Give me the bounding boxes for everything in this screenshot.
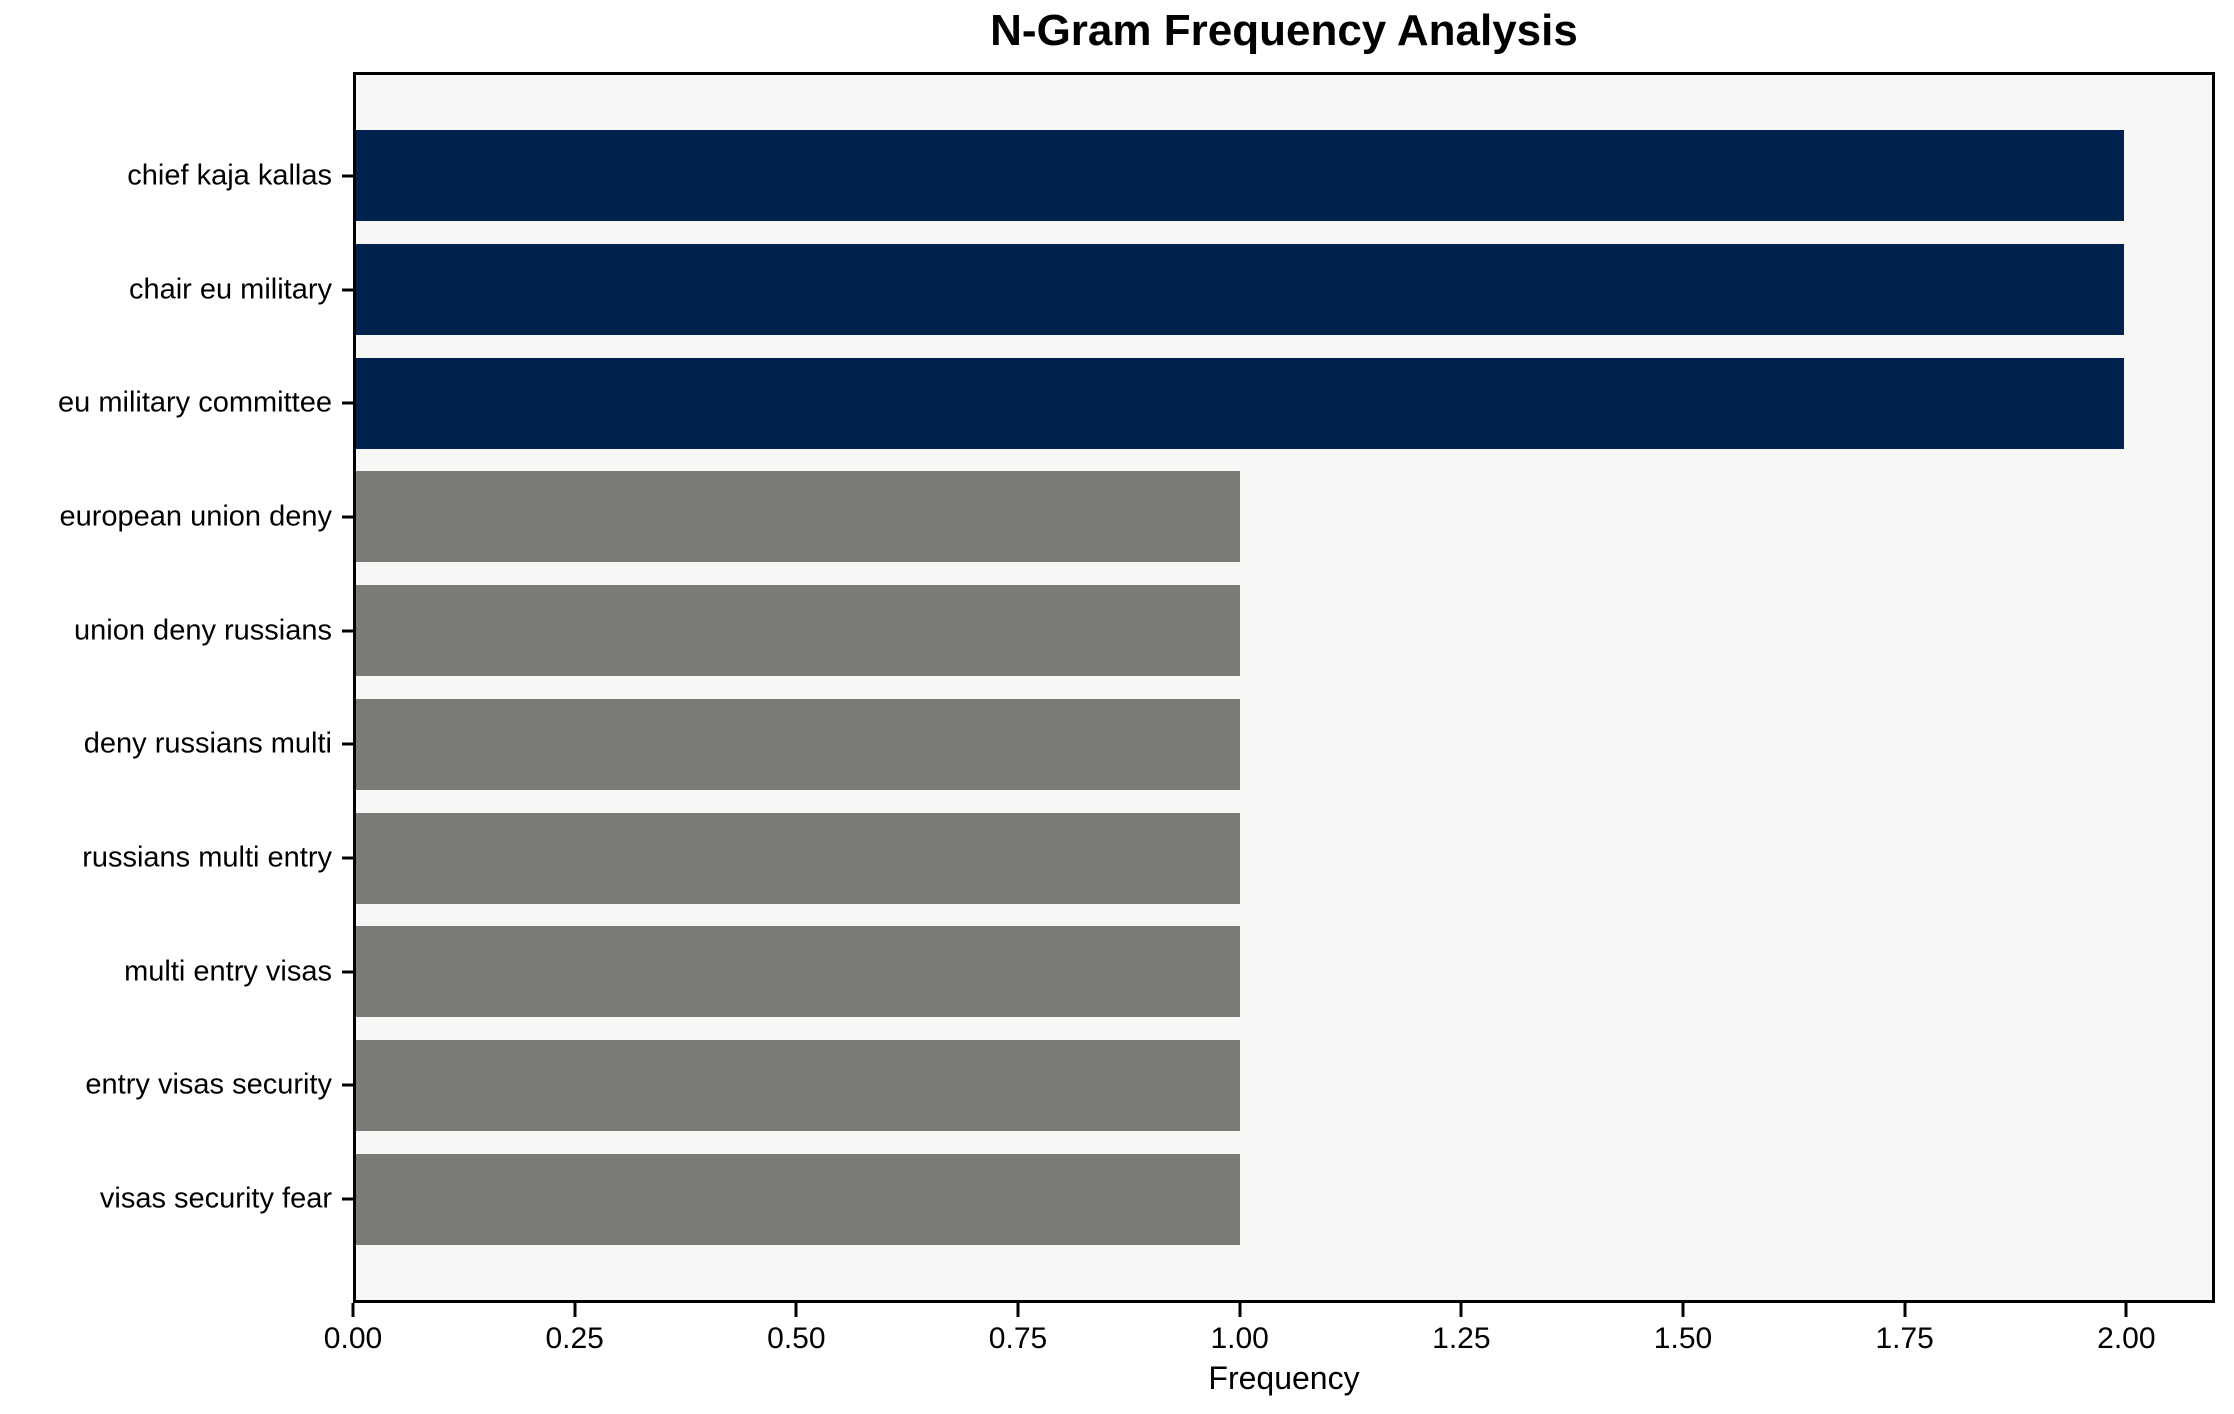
x-tick-label: 1.50 (1653, 1322, 1713, 1355)
bar (356, 698, 1240, 790)
x-tick-label: 1.25 (1432, 1322, 1491, 1355)
bar-row: chair eu military (129, 233, 2212, 347)
y-tick-label: european union deny (59, 500, 332, 533)
y-tick-label: visas security fear (99, 1182, 332, 1215)
y-tick (342, 742, 353, 746)
x-tick (1681, 1303, 1685, 1317)
bar (356, 130, 2124, 222)
plot-area: chief kaja kallas chair eu military eu mil… (58, 72, 2215, 1303)
bar-row: chief kaja kallas (127, 119, 2212, 233)
bar-row: deny russians multi (84, 688, 2212, 802)
x-tick-label: 0.25 (545, 1322, 604, 1355)
y-tick-label: union deny russians (74, 614, 332, 647)
bar (356, 1039, 1240, 1131)
x-tick (1238, 1303, 1242, 1317)
x-axis-label: Frequency (1208, 1360, 1360, 1396)
y-tick (342, 1197, 353, 1201)
y-tick (342, 1083, 353, 1087)
bar-row: entry visas security (85, 1029, 2212, 1143)
x-tick-label: 0.50 (767, 1322, 826, 1355)
y-tick-label: entry visas security (85, 1068, 332, 1101)
y-tick (342, 970, 353, 974)
y-tick-label: eu military committee (58, 386, 332, 419)
y-tick (342, 515, 353, 519)
y-tick (342, 856, 353, 860)
x-tick (1903, 1303, 1907, 1317)
y-tick (342, 401, 353, 405)
bar-row: visas security fear (100, 1142, 2212, 1256)
y-tick (342, 629, 353, 633)
x-tick (2124, 1303, 2128, 1317)
y-tick-label: chief kaja kallas (127, 159, 332, 192)
bar (356, 812, 1240, 904)
x-tick-label: 0.00 (323, 1322, 383, 1355)
y-tick-label: chair eu military (128, 273, 332, 306)
x-tick-label: 1.00 (1210, 1322, 1269, 1355)
x-tick-label: 1.75 (1875, 1322, 1934, 1355)
x-tick (351, 1303, 355, 1317)
bar (356, 585, 1240, 677)
y-tick-label: deny russians multi (83, 727, 332, 760)
bar (356, 244, 2124, 336)
bar-row: eu military committee (58, 346, 2212, 460)
bar-row: multi entry visas (124, 915, 2212, 1029)
y-tick-label: multi entry visas (124, 955, 332, 988)
x-tick (573, 1303, 577, 1317)
bar-row: european union deny (59, 460, 2212, 574)
x-tick (1459, 1303, 1463, 1317)
bar-row: russians multi entry (82, 801, 2212, 915)
y-tick (342, 288, 353, 292)
x-tick-label: 0.75 (988, 1322, 1048, 1355)
chart-title: N-Gram Frequency Analysis (990, 6, 1578, 55)
y-tick-label: russians multi entry (82, 841, 332, 874)
bar (356, 1153, 1240, 1245)
x-tick (1016, 1303, 1020, 1317)
x-axis: Frequency 0.00 0.25 0.50 0.75 1.00 1.25 1.50 1.… (324, 1303, 2215, 1413)
x-tick-label: 2.00 (2097, 1322, 2156, 1355)
bars-container: chief kaja kallas chair eu military eu mil… (58, 75, 2212, 1300)
bar (356, 926, 1240, 1018)
bar (356, 357, 2124, 449)
y-tick (342, 174, 353, 178)
bar-row: union deny russians (74, 574, 2212, 688)
x-tick (794, 1303, 798, 1317)
bar (356, 471, 1240, 563)
